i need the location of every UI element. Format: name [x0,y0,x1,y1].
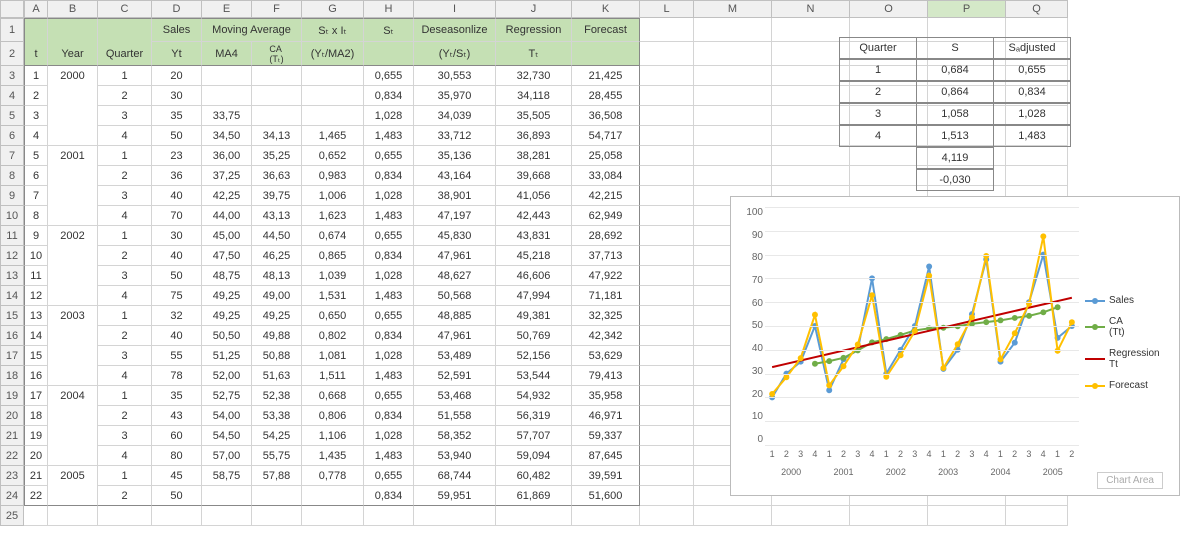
side-header: Sₐdjusted [993,37,1071,59]
row-header-15[interactable]: 15 [0,306,24,326]
row-header-7[interactable]: 7 [0,146,24,166]
col-header-D[interactable]: D [152,0,202,18]
col-header-O[interactable]: O [850,0,928,18]
row-header-2[interactable]: 2 [0,42,24,66]
row-header-21[interactable]: 21 [0,426,24,446]
side-header: S [916,37,994,59]
row-header-9[interactable]: 9 [0,186,24,206]
row-headers: 1234567891011121314151617181920212223242… [0,18,24,526]
row-header-25[interactable]: 25 [0,506,24,526]
col-header-J[interactable]: J [496,0,572,18]
row-header-18[interactable]: 18 [0,366,24,386]
row-header-12[interactable]: 12 [0,246,24,266]
row-header-16[interactable]: 16 [0,326,24,346]
col-header-P[interactable]: P [928,0,1006,18]
column-headers: ABCDEFGHIJKLMNOPQ [24,0,1068,18]
col-header-C[interactable]: C [98,0,152,18]
row-header-6[interactable]: 6 [0,126,24,146]
col-header-N[interactable]: N [772,0,850,18]
col-header-E[interactable]: E [202,0,252,18]
row-header-8[interactable]: 8 [0,166,24,186]
row-header-5[interactable]: 5 [0,106,24,126]
col-header-B[interactable]: B [48,0,98,18]
chart-legend: Sales CA (Tt) Regression Tt Forecast [1085,285,1173,401]
col-header-H[interactable]: H [364,0,414,18]
col-header-K[interactable]: K [572,0,640,18]
row-header-11[interactable]: 11 [0,226,24,246]
row-header-17[interactable]: 17 [0,346,24,366]
col-header-M[interactable]: M [694,0,772,18]
row-header-23[interactable]: 23 [0,466,24,486]
row-header-10[interactable]: 10 [0,206,24,226]
row-header-22[interactable]: 22 [0,446,24,466]
legend-item-ca: CA (Tt) [1085,316,1173,338]
chart-y-axis: 1009080706050403020100 [739,207,763,445]
legend-item-forecast: Forecast [1085,380,1173,391]
legend-item-reg: Regression Tt [1085,348,1173,370]
col-header-F[interactable]: F [252,0,302,18]
row-header-13[interactable]: 13 [0,266,24,286]
row-header-3[interactable]: 3 [0,66,24,86]
row-header-14[interactable]: 14 [0,286,24,306]
chart-plot-area [765,207,1079,445]
col-header-G[interactable]: G [302,0,364,18]
row-header-1[interactable]: 1 [0,18,24,42]
side-header: Quarter [839,37,917,59]
col-header-L[interactable]: L [640,0,694,18]
seasonal-index-table: QuarterSSₐdjusted10,6840,65520,8640,8343… [840,38,1071,192]
corner-select-all[interactable] [0,0,24,18]
col-header-Q[interactable]: Q [1006,0,1068,18]
row-header-4[interactable]: 4 [0,86,24,106]
row-header-19[interactable]: 19 [0,386,24,406]
row-header-24[interactable]: 24 [0,486,24,506]
spreadsheet: { "colWidths": {"corner":24,"A":24,"B":5… [0,0,1200,536]
col-header-I[interactable]: I [414,0,496,18]
chart[interactable]: 1009080706050403020100 12341234123412341… [730,196,1180,496]
col-header-A[interactable]: A [24,0,48,18]
legend-item-sales: Sales [1085,295,1173,306]
row-header-20[interactable]: 20 [0,406,24,426]
chart-x-axis: 1234123412341234123412 20002001200220032… [765,449,1079,485]
chart-area-button[interactable]: Chart Area [1097,472,1163,489]
